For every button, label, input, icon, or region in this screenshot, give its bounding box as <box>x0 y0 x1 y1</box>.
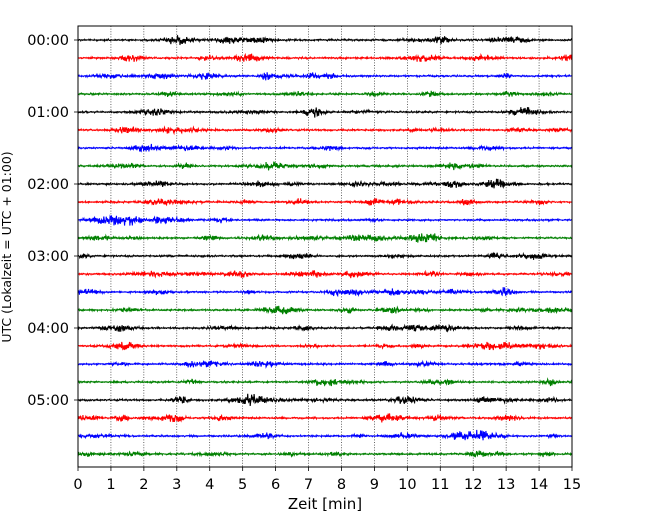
trace-line <box>77 161 573 171</box>
y-tick-label: 00:00 <box>27 33 69 49</box>
plot-area <box>78 26 572 467</box>
trace-line <box>77 323 573 333</box>
x-tick-label: 6 <box>271 477 280 493</box>
x-tick-label: 14 <box>530 477 548 493</box>
x-tick-label: 4 <box>205 477 214 493</box>
trace-line <box>77 251 573 260</box>
y-tick-label: 02:00 <box>27 177 69 193</box>
x-tick-label: 1 <box>106 477 115 493</box>
trace-line <box>77 143 573 153</box>
x-tick-label: 0 <box>73 477 82 493</box>
trace-line <box>77 178 573 189</box>
trace-line <box>77 125 573 136</box>
trace-line <box>77 377 573 387</box>
trace-line <box>77 450 573 458</box>
trace-line <box>77 35 573 46</box>
plot-frame <box>77 25 573 468</box>
trace-line <box>77 72 573 81</box>
x-tick-label: 15 <box>563 477 581 493</box>
x-tick-label: 8 <box>337 477 346 493</box>
trace-line <box>77 107 573 118</box>
seismic-traces <box>77 35 573 458</box>
x-axis-label: Zeit [min] <box>288 495 362 513</box>
x-tick-label: 11 <box>431 477 449 493</box>
trace-line <box>77 214 573 226</box>
x-tick-label: 10 <box>398 477 416 493</box>
trace-line <box>77 429 573 441</box>
x-tick-label: 3 <box>172 477 181 493</box>
y-tick-label: 03:00 <box>27 249 69 265</box>
trace-line <box>77 233 573 243</box>
grid-lines <box>110 26 540 467</box>
x-tick-label: 12 <box>464 477 482 493</box>
trace-line <box>77 359 573 369</box>
trace-line <box>77 269 573 279</box>
x-tick-label: 9 <box>370 477 379 493</box>
y-tick-label: 05:00 <box>27 393 69 409</box>
trace-line <box>77 198 573 207</box>
x-tick-label: 7 <box>304 477 313 493</box>
x-axis-ticks: 0 1 2 3 4 5 6 7 8 9 10 11 12 13 14 15 <box>73 467 581 493</box>
x-tick-label: 5 <box>238 477 247 493</box>
y-axis-ticks: 00:00 01:00 02:00 03:00 04:00 05:00 <box>27 33 78 409</box>
trace-line <box>77 52 573 63</box>
trace-line <box>77 90 573 98</box>
x-tick-label: 2 <box>139 477 148 493</box>
trace-line <box>77 393 573 407</box>
y-tick-label: 01:00 <box>27 105 69 121</box>
trace-line <box>77 305 573 315</box>
trace-line <box>77 413 573 423</box>
y-axis-label: UTC (Lokalzeit = UTC + 01:00) <box>0 151 14 342</box>
x-tick-label: 13 <box>497 477 515 493</box>
trace-line <box>77 341 573 351</box>
trace-line <box>77 287 573 298</box>
y-tick-label: 04:00 <box>27 321 69 337</box>
